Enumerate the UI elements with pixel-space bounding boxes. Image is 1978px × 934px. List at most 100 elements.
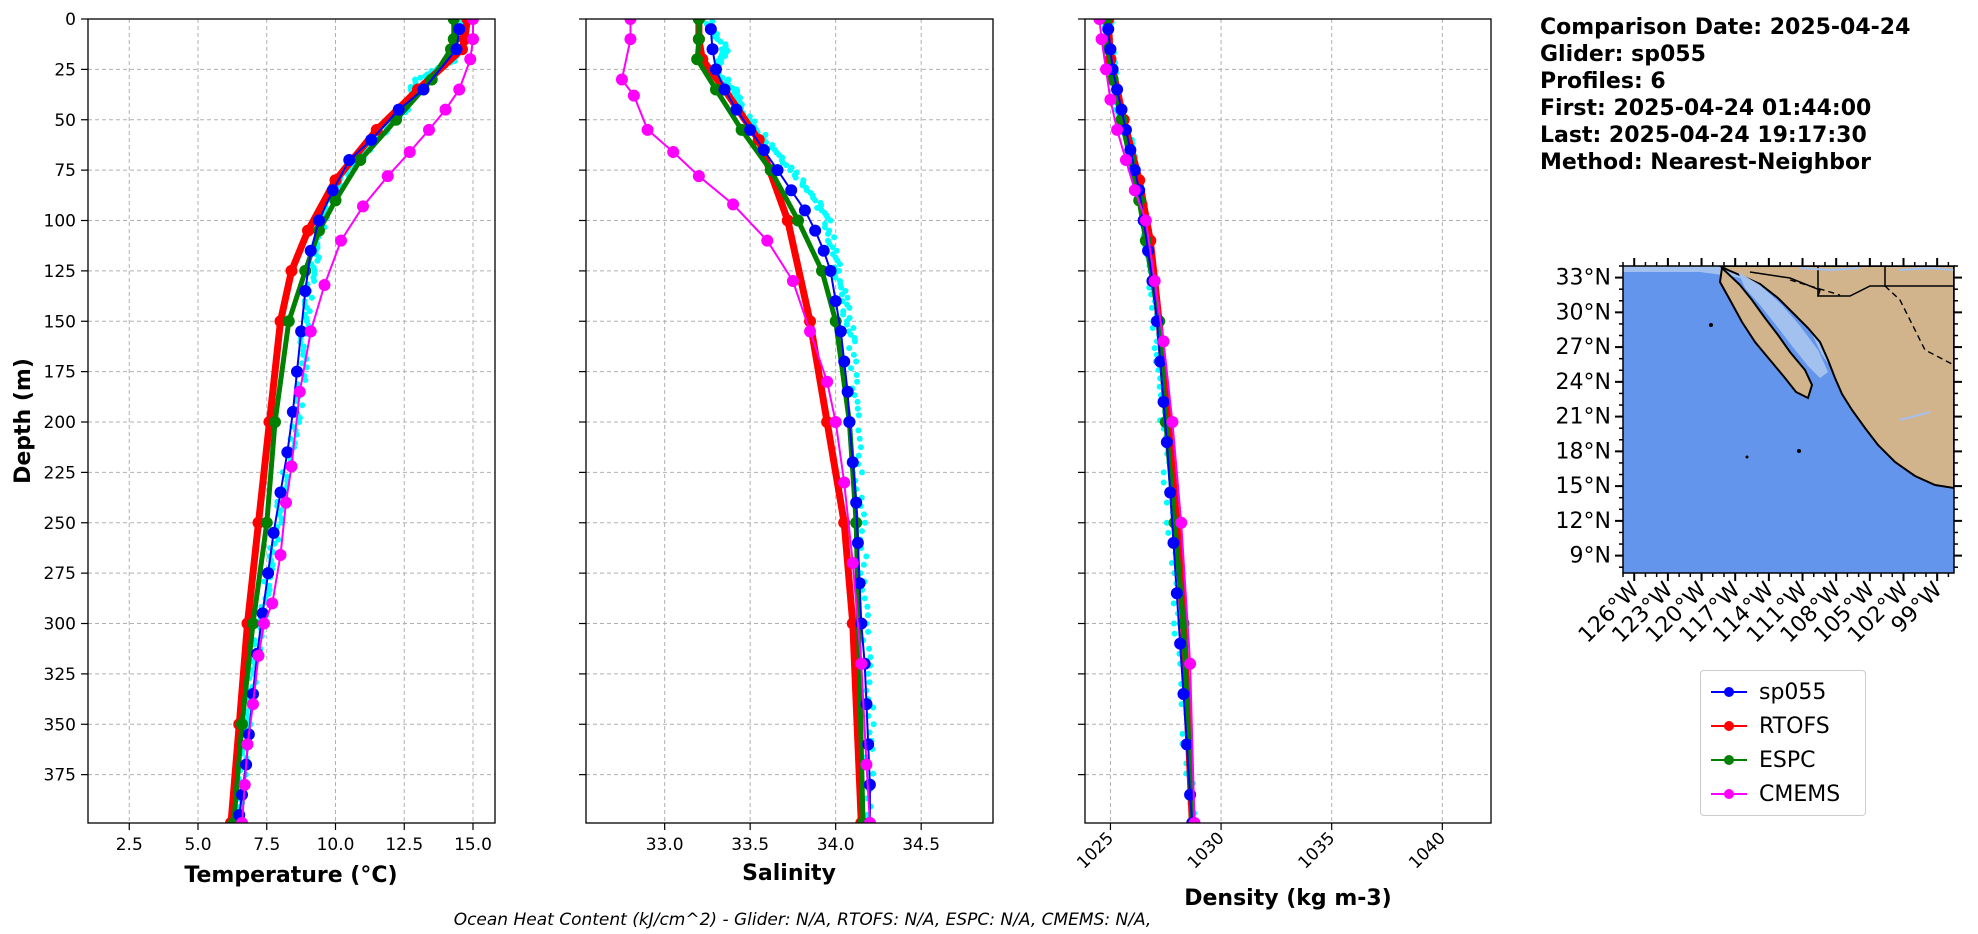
glider-raw-point: [854, 398, 861, 405]
glider-raw-point: [831, 234, 838, 241]
glider-raw-point: [302, 377, 309, 384]
glider-raw-point: [860, 561, 867, 568]
glider-raw-point: [846, 304, 853, 311]
series-point-sp055: [299, 285, 312, 298]
map-rivers: [1799, 266, 1954, 421]
lat-tick-label: 9°N: [1570, 544, 1611, 569]
salinity-axes-frame: [585, 18, 994, 824]
series-point-sp055: [718, 83, 731, 96]
series-point-cmems: [1175, 516, 1188, 529]
glider-raw-point: [829, 244, 836, 251]
lat-tick-label: 21°N: [1556, 405, 1611, 430]
glider-raw-point: [856, 435, 863, 442]
glider-raw-point: [825, 230, 832, 237]
temperature-series: [225, 19, 479, 823]
series-point-sp055: [850, 496, 863, 509]
series-point-sp055: [863, 778, 876, 791]
lat-tick-label: 15°N: [1556, 474, 1611, 499]
series-point-sp055: [862, 738, 875, 751]
series-point-cmems: [786, 274, 799, 287]
series-point-espc: [815, 264, 828, 277]
series-point-cmems: [821, 375, 834, 388]
x-tick-label: 2.5: [116, 835, 143, 855]
glider-raw-point: [851, 338, 858, 345]
map-inset: 33°N30°N27°N24°N21°N18°N15°N12°N9°N126°W…: [1556, 258, 1962, 648]
series-point-cmems: [252, 649, 265, 662]
glider-raw-point: [836, 261, 843, 268]
series-point-sp055: [798, 204, 811, 217]
series-point-sp055: [709, 63, 722, 76]
x-tick-label: 12.5: [385, 835, 423, 855]
series-point-sp055: [365, 133, 378, 146]
series-point-rtofs: [252, 516, 265, 529]
lat-tick-label: 18°N: [1556, 439, 1611, 464]
series-point-cmems: [761, 234, 774, 247]
y-tick-label: 50: [54, 111, 76, 131]
series-point-sp055: [1170, 587, 1183, 600]
series-point-espc: [247, 617, 259, 630]
y-tick-label: 250: [44, 514, 76, 534]
salinity-series: [615, 19, 876, 823]
glider-raw-point: [417, 74, 424, 81]
y-tick-label: 325: [44, 665, 76, 685]
glider-raw-point: [870, 770, 877, 777]
series-point-cmems: [615, 73, 628, 86]
series-point-sp055: [841, 385, 854, 398]
series-point-sp055: [453, 23, 466, 36]
series-point-sp055: [1111, 83, 1124, 96]
series-point-sp055: [809, 224, 822, 237]
series-point-sp055: [450, 43, 463, 56]
series-point-sp055: [1119, 123, 1132, 136]
series-point-sp055: [281, 446, 294, 459]
glider-raw-point: [854, 405, 861, 412]
glider-raw-point: [844, 294, 851, 301]
series-point-espc: [390, 113, 402, 126]
series-point-sp055: [417, 83, 430, 96]
glider-raw-point: [1160, 469, 1167, 476]
series-point-sp055: [846, 456, 859, 469]
series-point-cmems: [304, 325, 317, 338]
series-point-espc: [282, 315, 295, 328]
lat-tick-label: 33°N: [1556, 266, 1611, 291]
glider-raw-point: [863, 553, 870, 560]
series-point-cmems: [627, 89, 640, 102]
legend-marker: [1724, 687, 1734, 697]
series-point-cmems: [804, 325, 817, 338]
glider-raw-point: [729, 84, 736, 91]
series-point-cmems: [335, 234, 347, 247]
glider-raw-point: [840, 311, 847, 318]
glider-raw-point: [1163, 519, 1170, 526]
series-point-sp055: [853, 577, 866, 590]
series-point-sp055: [286, 405, 299, 418]
legend-item-cmems: CMEMS: [1711, 779, 1840, 809]
series-point-cmems: [860, 758, 873, 771]
series-point-cmems: [381, 170, 394, 183]
series-point-sp055: [834, 325, 847, 338]
series-point-cmems: [855, 657, 868, 670]
y-tick-label: 300: [44, 615, 76, 635]
glider-raw-point: [1165, 529, 1172, 536]
series-point-cmems: [667, 145, 680, 158]
glider-raw-point: [1170, 620, 1177, 627]
series-point-cmems: [1119, 154, 1132, 167]
series-point-rtofs: [821, 416, 834, 429]
y-tick-label: 75: [54, 161, 76, 181]
series-point-sp055: [1154, 355, 1167, 368]
glider-raw-point: [839, 291, 846, 298]
glider-raw-point: [848, 365, 855, 372]
glider-raw-point: [308, 294, 315, 301]
series-point-espc: [260, 516, 273, 529]
glider-raw-point: [314, 257, 321, 264]
series-point-espc: [692, 19, 705, 25]
series-point-sp055: [295, 325, 308, 338]
series-point-sp055: [1157, 395, 1170, 408]
series-point-cmems: [357, 200, 369, 213]
glider-raw-point: [1160, 479, 1167, 486]
series-point-cmems: [280, 496, 292, 509]
y-tick-label: 375: [44, 766, 76, 786]
series-point-sp055: [1177, 688, 1190, 701]
series-point-sp055: [392, 103, 405, 116]
comparison-date: Comparison Date: 2025-04-24: [1540, 15, 1911, 40]
series-point-cmems: [1148, 274, 1161, 287]
glider-raw-point: [812, 197, 819, 204]
